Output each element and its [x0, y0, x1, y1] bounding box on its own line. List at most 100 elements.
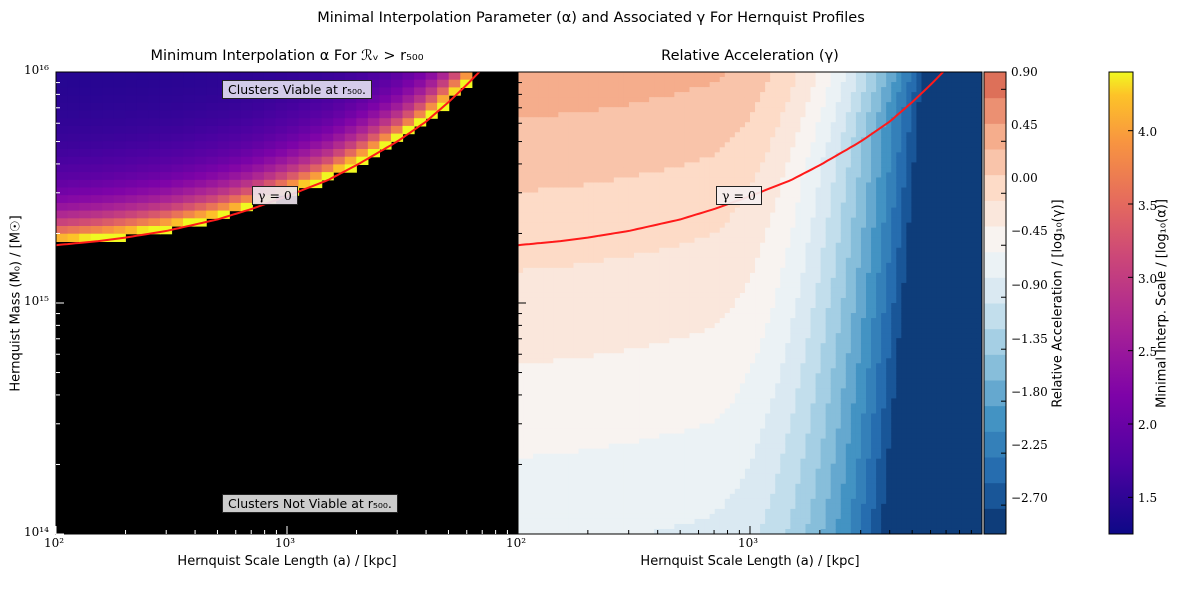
gamma-contour-cell	[563, 182, 570, 189]
gamma-contour-cell	[578, 468, 585, 475]
gamma-contour-cell	[739, 227, 746, 234]
gamma-contour-cell	[664, 468, 670, 475]
gamma-contour-cell	[588, 363, 595, 369]
gamma-contour-cell	[704, 232, 711, 239]
gamma-contour-cell	[664, 368, 670, 374]
gamma-contour-cell	[639, 237, 645, 244]
alpha-heatmap-cell	[79, 118, 92, 127]
gamma-contour-cell	[724, 383, 731, 389]
gamma-contour-cell	[608, 348, 615, 354]
gamma-contour-cell	[613, 443, 620, 450]
gamma-contour-cell	[563, 368, 570, 374]
gamma-contour-cell	[684, 448, 691, 455]
gamma-contour-cell	[523, 287, 529, 294]
gamma-contour-cell	[654, 242, 660, 249]
gamma-contour-cell	[523, 338, 529, 344]
gamma-contour-cell	[714, 262, 721, 269]
gamma-contour-cell	[628, 257, 635, 264]
gamma-contour-cell	[568, 102, 575, 108]
gamma-contour-cell	[649, 282, 655, 289]
gamma-contour-cell	[704, 503, 711, 510]
gamma-contour-cell	[543, 443, 549, 450]
gamma-contour-cell	[573, 242, 580, 249]
gamma-contour-cell	[578, 177, 585, 184]
gamma-contour-cell	[583, 187, 590, 194]
gamma-contour-cell	[684, 202, 691, 209]
gamma-contour-cell	[553, 172, 559, 179]
alpha-heatmap-cell	[148, 210, 161, 219]
gamma-contour-cell	[583, 77, 590, 83]
gamma-contour-cell	[755, 262, 761, 269]
gamma-contour-cell	[538, 197, 544, 204]
gamma-contour-cell	[755, 107, 761, 113]
gamma-contour-cell	[613, 513, 620, 520]
gamma-contour-cell	[623, 232, 630, 239]
gamma-contour-cell	[649, 348, 655, 354]
gamma-contour-cell	[644, 493, 650, 500]
gamma-contour-cell	[664, 483, 670, 490]
gamma-contour-cell	[709, 87, 716, 93]
gamma-contour-cell	[598, 313, 605, 319]
gamma-contour-cell	[664, 227, 670, 234]
alpha-heatmap-cell	[90, 202, 103, 212]
gamma-contour-cell	[538, 152, 544, 158]
gamma-contour-cell	[573, 297, 580, 304]
gamma-contour-cell	[528, 423, 534, 430]
alpha-heatmap-cell	[56, 87, 69, 96]
gamma-contour-cell	[608, 333, 615, 339]
gamma-contour-cell	[588, 523, 595, 530]
gamma-contour-cell	[664, 488, 670, 495]
gamma-contour-cell	[608, 443, 615, 450]
gamma-contour-cell	[704, 202, 711, 209]
gamma-contour-cell	[618, 323, 625, 329]
gamma-contour-cell	[654, 267, 660, 274]
gamma-contour-cell	[684, 97, 691, 103]
gamma-contour-cell	[704, 162, 711, 169]
gamma-contour-cell	[533, 453, 539, 460]
gamma-contour-cell	[734, 282, 741, 289]
gamma-contour-cell	[618, 403, 625, 410]
gamma-contour-cell	[543, 112, 549, 118]
gamma-contour-cell	[563, 363, 570, 369]
gamma-contour-cell	[719, 333, 726, 339]
gamma-contour-cell	[704, 438, 711, 445]
gamma-contour-cell	[714, 443, 721, 450]
gamma-contour-cell	[644, 92, 650, 98]
alpha-heatmap-cell	[287, 125, 300, 135]
gamma-contour-cell	[750, 383, 756, 389]
gamma-contour-cell	[644, 82, 650, 88]
gamma-contour-cell	[528, 197, 534, 204]
gamma-contour-cell	[568, 177, 575, 184]
gamma-contour-cell	[639, 323, 645, 329]
gamma-contour-cell	[553, 167, 559, 174]
gamma-contour-cell	[729, 528, 736, 534]
gamma-contour-cell	[669, 257, 675, 264]
gamma-contour-cell	[593, 473, 600, 480]
gamma-contour-cell	[654, 523, 660, 530]
gamma-contour-cell	[659, 292, 665, 299]
alpha-heatmap-cell	[298, 156, 311, 165]
gamma-contour-cell	[583, 323, 590, 329]
gamma-contour-cell	[644, 122, 650, 128]
alpha-heatmap-cell	[333, 164, 346, 173]
gamma-contour-cell	[709, 348, 716, 354]
gamma-contour-cell	[654, 177, 660, 184]
gamma-contour-cell	[739, 428, 746, 435]
gamma-contour-cell	[558, 157, 564, 163]
gamma-contour-cell	[755, 297, 761, 304]
gamma-contour-cell	[644, 473, 650, 480]
alpha-heatmap-cell	[148, 187, 161, 196]
gamma-contour-cell	[654, 127, 660, 133]
gamma-contour-cell	[709, 92, 716, 98]
gamma-contour-cell	[603, 308, 610, 314]
gamma-contour-cell	[699, 438, 706, 445]
gamma-contour-cell	[533, 97, 539, 103]
gamma-contour-cell	[669, 167, 675, 174]
gamma-contour-cell	[709, 318, 716, 324]
gamma-contour-cell	[563, 378, 570, 384]
alpha-heatmap-cell	[402, 79, 415, 88]
gamma-contour-cell	[684, 313, 691, 319]
gamma-contour-cell	[654, 313, 660, 319]
gamma-contour-cell	[518, 468, 524, 475]
gamma-contour-cell	[699, 282, 706, 289]
